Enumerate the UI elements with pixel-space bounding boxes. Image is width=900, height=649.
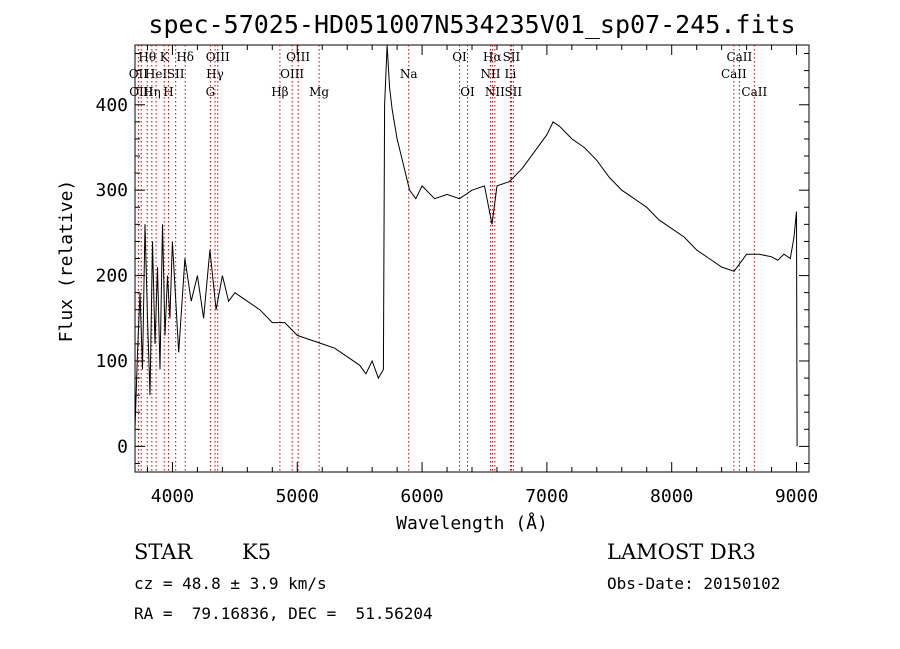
spectral-line-label: G <box>206 85 216 99</box>
x-tick-label: 9000 <box>775 486 818 507</box>
plot-frame <box>134 44 810 473</box>
x-axis-ticks: 4000 5000 6000 7000 8000 9000 <box>146 45 818 507</box>
spectral-line-label: OII <box>129 67 149 81</box>
spectral-line-label: OIII <box>280 67 304 81</box>
x-tick-label: 6000 <box>400 486 443 507</box>
spectral-line-label: Hδ <box>176 50 194 64</box>
observation-date: Obs-Date: 20150102 <box>607 574 781 593</box>
object-class: STAR <box>134 540 193 564</box>
spectral-line-label: NII <box>480 67 500 81</box>
object-subclass: K5 <box>242 540 272 564</box>
spectral-line-label: Mg <box>309 85 329 99</box>
spectral-line-label: Li <box>505 67 517 81</box>
spectral-line-label: OI <box>460 85 475 99</box>
spectral-line-label: OIII <box>129 85 153 99</box>
coordinates: RA = 79.16836, DEC = 51.56204 <box>134 604 433 623</box>
spectral-line-label: OIII <box>206 50 230 64</box>
x-tick-label: 7000 <box>525 486 568 507</box>
spectral-line-markers <box>137 45 755 472</box>
y-axis-label: Flux (relative) <box>56 180 77 343</box>
y-tick-label: 0 <box>117 436 128 457</box>
spectral-line-label: K <box>160 50 170 64</box>
spectral-line-label: Na <box>400 67 418 81</box>
spectral-line-label: CaII <box>726 50 752 64</box>
x-tick-label: 4000 <box>151 486 194 507</box>
spectral-line-label: SII <box>167 67 185 81</box>
spectral-line-label: Hγ <box>206 67 224 81</box>
spectral-line-label: HeI <box>145 67 168 81</box>
spectral-line-labels: OII OIII Hθ Hη HeI K H SII Hδ G Hγ OIII Hβ OIII OIII Mg… <box>129 50 768 99</box>
spectral-line-label: OI <box>452 50 467 64</box>
spectrum-line <box>134 44 798 447</box>
x-tick-label: 8000 <box>650 486 693 507</box>
spectral-line-label: OIII <box>286 50 310 64</box>
spectral-line-label: CaII <box>741 85 767 99</box>
spectral-line-label: NII <box>485 85 505 99</box>
y-tick-label: 300 <box>95 180 128 201</box>
spectral-line-label: SII <box>504 85 522 99</box>
x-axis-label: Wavelength (Å) <box>396 512 548 534</box>
y-axis-ticks: 0 100 200 300 400 <box>95 53 809 464</box>
spectral-line-label: Hθ <box>138 50 156 64</box>
spectral-line-label: Hη <box>143 85 161 99</box>
spectral-line-label: Hα <box>483 50 502 64</box>
spectral-line-label: H <box>163 85 173 99</box>
survey-name: LAMOST DR3 <box>607 540 756 564</box>
spectral-line-label: SII <box>503 50 521 64</box>
y-tick-label: 400 <box>95 95 128 116</box>
y-tick-label: 100 <box>95 351 128 372</box>
spectral-line-label: CaII <box>721 67 747 81</box>
chart-title: spec-57025-HD051007N534235V01_sp07-245.f… <box>148 10 795 39</box>
spectral-line-label: Hβ <box>271 85 288 99</box>
x-tick-label: 5000 <box>276 486 319 507</box>
redshift-cz: cz = 48.8 ± 3.9 km/s <box>134 574 327 593</box>
y-tick-label: 200 <box>95 266 128 287</box>
